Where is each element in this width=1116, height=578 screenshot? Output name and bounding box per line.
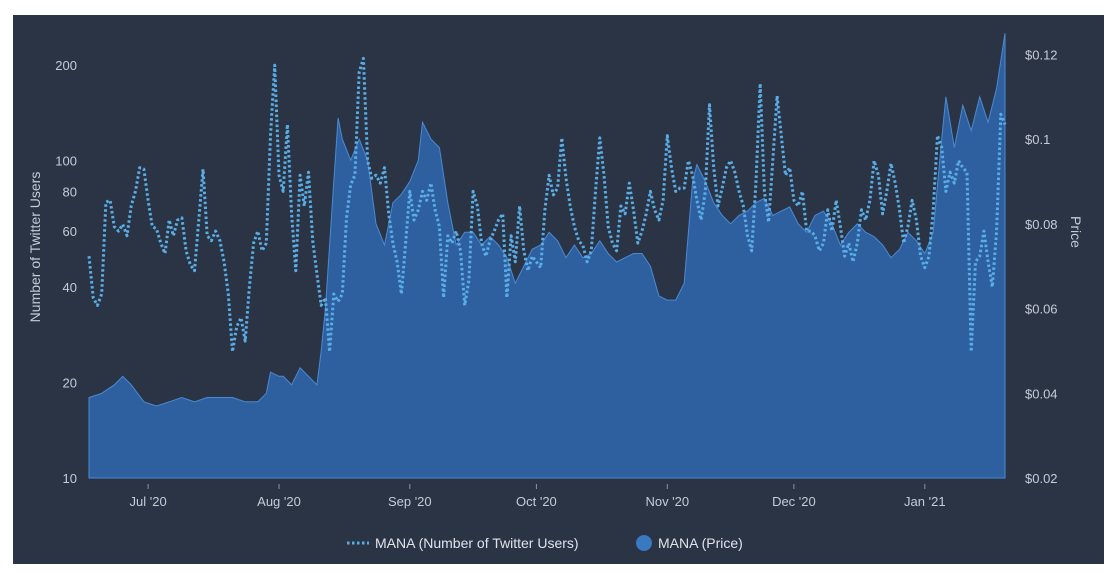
right-axis-ticks: $0.12 $0.1 $0.08 $0.06 $0.04 $0.02 (1025, 47, 1058, 486)
y-left-tick-label: 20 (63, 376, 77, 391)
y-right-tick-label: $0.08 (1025, 217, 1058, 232)
twitter-users-line-layer (87, 56, 1007, 354)
x-tick-label: Sep '20 (388, 494, 432, 509)
y-right-tick-label: $0.1 (1025, 132, 1050, 147)
chart: 200 100 80 60 40 20 10 $0.12 $0.1 $0.08 $0.06 $0.0… (27, 33, 1084, 551)
y-left-tick-label: 10 (63, 471, 77, 486)
x-tick-label: Jan '21 (904, 494, 946, 509)
x-tick-label: Jul '20 (130, 494, 167, 509)
twitter-users-line (87, 56, 1007, 354)
legend-label-price[interactable]: MANA (Price) (658, 535, 743, 551)
y-right-tick-label: $0.06 (1025, 302, 1058, 317)
y-left-tick-label: 80 (63, 184, 77, 199)
y-left-tick-label: 200 (55, 58, 77, 73)
price-area-layer (88, 33, 1006, 479)
y-right-tick-label: $0.04 (1025, 386, 1058, 401)
chart-panel: 200 100 80 60 40 20 10 $0.12 $0.1 $0.08 $0.06 $0.0… (13, 15, 1104, 564)
y-right-tick-label: $0.02 (1025, 471, 1058, 486)
y-left-tick-label: 40 (63, 280, 77, 295)
legend-label-twitter-users[interactable]: MANA (Number of Twitter Users) (375, 535, 579, 551)
x-axis-ticks: Jul '20 Aug '20 Sep '20 Oct '20 Nov '20 Dec '… (130, 484, 946, 509)
legend-circle-marker (636, 535, 652, 551)
y-axis-left-label: Number of Twitter Users (27, 172, 43, 323)
x-tick-label: Dec '20 (772, 494, 816, 509)
y-left-tick-label: 60 (63, 224, 77, 239)
y-right-tick-label: $0.12 (1025, 47, 1058, 62)
y-left-tick-label: 100 (55, 154, 77, 169)
price-area (88, 33, 1006, 479)
x-tick-label: Nov '20 (645, 494, 689, 509)
x-tick-label: Oct '20 (516, 494, 557, 509)
y-axis-right-label: Price (1068, 216, 1084, 248)
x-tick-label: Aug '20 (257, 494, 301, 509)
left-axis-ticks: 200 100 80 60 40 20 10 (55, 58, 77, 486)
legend: MANA (Number of Twitter Users) MANA (Pri… (347, 535, 743, 551)
